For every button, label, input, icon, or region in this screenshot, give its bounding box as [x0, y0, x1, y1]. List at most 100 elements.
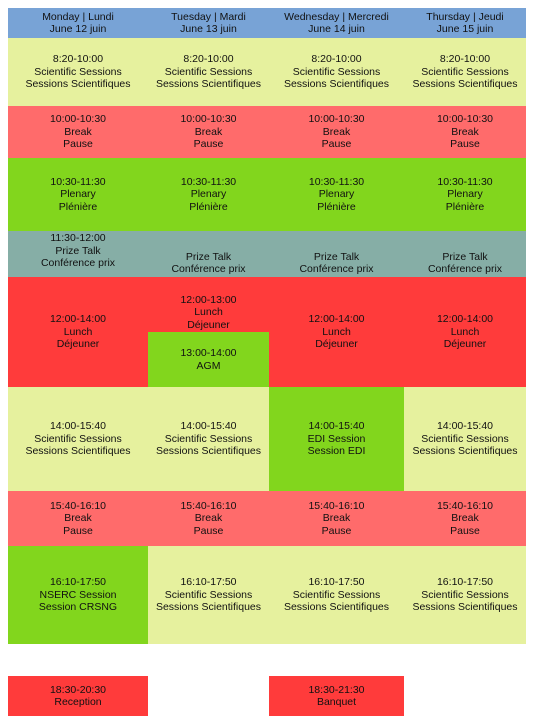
- title-fr: Sessions Scientifiques: [412, 445, 518, 458]
- prize-talk-block-mon: 11:30-12:00 Prize Talk Conférence prix: [8, 231, 148, 277]
- title-fr: Conférence prix: [171, 263, 246, 275]
- time: 10:00-10:30: [180, 113, 237, 126]
- title-fr: Pause: [63, 524, 93, 537]
- lunch-block-mon: 12:00-14:00 Lunch Déjeuner: [8, 277, 148, 387]
- title: Banquet: [316, 696, 357, 708]
- break-block-tue-afternoon: 15:40-16:10 Break Pause: [148, 491, 269, 546]
- title-fr: Sessions Scientifiques: [155, 78, 262, 91]
- title-fr: Session EDI: [307, 445, 366, 458]
- lunch-block-wed: 12:00-14:00 Lunch Déjeuner: [269, 277, 404, 387]
- break-block-tue-morning: 10:00-10:30 Break Pause: [148, 106, 269, 158]
- title-fr: Déjeuner: [187, 318, 230, 331]
- agm-block-tue: 13:00-14:00 AGM: [148, 332, 269, 387]
- title-en: Break: [194, 512, 223, 525]
- title-en: Prize Talk: [442, 250, 488, 263]
- time: 13:00-14:00: [180, 347, 237, 359]
- title-fr: Déjeuner: [56, 338, 100, 351]
- title-en: Scientific Sessions: [164, 65, 253, 78]
- title-en: Plenary: [60, 188, 96, 201]
- time: 15:40-16:10: [180, 499, 237, 512]
- title-en: Plenary: [318, 188, 355, 201]
- title-fr: Pause: [321, 138, 352, 151]
- time: 8:20-10:00: [183, 53, 234, 66]
- title-fr: Conférence prix: [299, 263, 374, 275]
- header-thursday: Thursday | Jeudi June 15 juin: [404, 8, 526, 38]
- time: 10:30-11:30: [180, 175, 237, 188]
- title-fr: Pause: [321, 524, 352, 537]
- time: 8:20-10:00: [311, 53, 362, 66]
- title-fr: Pause: [450, 138, 480, 151]
- prize-talk-block-thu: Prize Talk Conférence prix: [404, 231, 526, 277]
- time: 18:30-20:30: [49, 683, 107, 696]
- title-fr: Conférence prix: [40, 257, 116, 270]
- prize-talk-block-tue: Prize Talk Conférence prix: [148, 231, 269, 277]
- title-en: Scientific Sessions: [421, 432, 509, 445]
- day-date: June 14 juin: [308, 23, 365, 35]
- plenary-block-thu: 10:30-11:30 Plenary Plénière: [404, 158, 526, 231]
- nserc-session-block-mon: 16:10-17:50 NSERC Session Session CRSNG: [8, 546, 148, 644]
- title-en: Plenary: [190, 188, 227, 201]
- time: 10:00-10:30: [308, 113, 365, 126]
- title-fr: Sessions Scientifiques: [25, 445, 131, 458]
- title-en: Break: [451, 125, 479, 138]
- title-fr: Plénière: [445, 200, 485, 213]
- title-fr: Pause: [63, 138, 93, 151]
- time: 16:10-17:50: [180, 576, 237, 589]
- time: 14:00-15:40: [436, 420, 494, 433]
- time: 12:00-13:00: [180, 293, 237, 306]
- time: 15:40-16:10: [49, 499, 107, 512]
- title-fr: Pause: [193, 524, 224, 537]
- session-block-mon-morning: 8:20-10:00 Scientific Sessions Sessions …: [8, 38, 148, 106]
- lunch-block-thu: 12:00-14:00 Lunch Déjeuner: [404, 277, 526, 387]
- title: Reception: [54, 696, 102, 708]
- header-monday: Monday | Lundi June 12 juin: [8, 8, 148, 38]
- time: 14:00-15:40: [49, 420, 107, 433]
- time: 10:00-10:30: [49, 113, 107, 126]
- time: 12:00-14:00: [436, 313, 494, 326]
- title-en: Prize Talk: [185, 250, 232, 263]
- title-fr: Sessions Scientifiques: [155, 601, 262, 614]
- time: 15:40-16:10: [436, 499, 494, 512]
- title-en: Break: [322, 125, 351, 138]
- title-en: Lunch: [322, 325, 351, 338]
- title-en: Scientific Sessions: [164, 588, 253, 601]
- title-en: Break: [194, 125, 223, 138]
- plenary-block-tue: 10:30-11:30 Plenary Plénière: [148, 158, 269, 231]
- time: 10:30-11:30: [50, 175, 106, 188]
- title-fr: Plénière: [189, 200, 228, 213]
- session-block-thu-late: 16:10-17:50 Scientific Sessions Sessions…: [404, 546, 526, 644]
- title-fr: Sessions Scientifiques: [412, 78, 518, 91]
- reception-block-mon: 18:30-20:30 Reception: [8, 676, 148, 716]
- break-block-thu-afternoon: 15:40-16:10 Break Pause: [404, 491, 526, 546]
- title-en: Scientific Sessions: [421, 588, 509, 601]
- session-block-tue-afternoon: 14:00-15:40 Scientific Sessions Sessions…: [148, 387, 269, 491]
- title-en: Scientific Sessions: [164, 432, 253, 445]
- title-en: Scientific Sessions: [292, 65, 381, 78]
- title-fr: Plénière: [58, 200, 98, 213]
- time: 8:20-10:00: [52, 53, 104, 66]
- title-fr: Session CRSNG: [38, 601, 118, 614]
- title-en: Break: [64, 125, 92, 138]
- time: 12:00-14:00: [49, 313, 107, 326]
- break-block-wed-morning: 10:00-10:30 Break Pause: [269, 106, 404, 158]
- title: AGM: [196, 359, 221, 372]
- header-wednesday: Wednesday | Mercredi June 14 juin: [269, 8, 404, 38]
- lunch-block-tue: 12:00-13:00 Lunch Déjeuner: [148, 277, 269, 332]
- day-date: June 12 juin: [49, 23, 107, 35]
- title-fr: Déjeuner: [315, 338, 358, 351]
- title-en: Scientific Sessions: [34, 65, 122, 78]
- time: 8:20-10:00: [439, 53, 491, 66]
- title-en: Plenary: [447, 188, 483, 201]
- day-date: June 15 juin: [436, 23, 494, 35]
- title-fr: Conférence prix: [427, 263, 503, 275]
- session-block-mon-afternoon: 14:00-15:40 Scientific Sessions Sessions…: [8, 387, 148, 491]
- edi-session-block-wed: 14:00-15:40 EDI Session Session EDI: [269, 387, 404, 491]
- day-name: Wednesday | Mercredi: [284, 10, 389, 23]
- time: 16:10-17:50: [308, 576, 365, 589]
- title-fr: Pause: [193, 138, 224, 151]
- day-date: June 13 juin: [180, 23, 237, 35]
- title-en: Lunch: [194, 306, 223, 319]
- plenary-block-mon: 10:30-11:30 Plenary Plénière: [8, 158, 148, 231]
- title-fr: Plénière: [317, 200, 356, 213]
- title-fr: Sessions Scientifiques: [283, 78, 390, 91]
